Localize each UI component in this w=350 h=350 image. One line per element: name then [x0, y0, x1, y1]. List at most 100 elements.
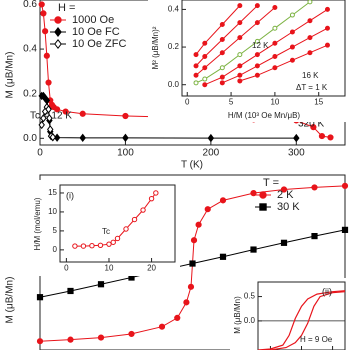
- data-point: [237, 72, 243, 78]
- y-tick-label: 0.2: [23, 88, 37, 99]
- data-point: [42, 28, 49, 35]
- data-point: [272, 25, 278, 31]
- data-point: [122, 133, 129, 143]
- data-point: [79, 133, 86, 143]
- data-point: [40, 114, 47, 123]
- legend-marker: [54, 27, 62, 37]
- data-point: [254, 52, 260, 58]
- data-point: [128, 330, 135, 338]
- data-point: [219, 65, 225, 71]
- data-point: [327, 134, 334, 141]
- legend-label: 2 K: [277, 189, 294, 201]
- data-point: [190, 237, 198, 244]
- y-tick-label: 0.5: [244, 292, 256, 301]
- data-point: [289, 29, 295, 35]
- data-point: [202, 82, 208, 88]
- x-tick-label: 0: [37, 148, 43, 159]
- data-point: [219, 74, 225, 80]
- data-point: [193, 80, 199, 86]
- data-point: [38, 1, 45, 8]
- data-point: [272, 40, 278, 46]
- data-point: [36, 294, 44, 301]
- data-point: [195, 221, 202, 228]
- y-axis-label: M (μB/Mn): [5, 277, 16, 324]
- data-point: [89, 242, 95, 249]
- y-tick-label: 10: [48, 207, 57, 216]
- inset-background: [30, 180, 180, 276]
- data-point: [237, 3, 243, 9]
- data-point: [202, 53, 208, 59]
- data-point: [289, 12, 295, 18]
- data-point: [72, 243, 78, 249]
- data-point: [237, 20, 243, 26]
- x-tick-label: 10: [105, 264, 114, 273]
- y-tick-label: 0: [53, 245, 58, 254]
- legend-label: 10 Oe FC: [72, 26, 120, 38]
- data-point: [280, 186, 288, 193]
- data-point: [202, 40, 208, 46]
- y-axis-label: M (μB/Mn): [5, 52, 16, 99]
- x-tick-label: 10: [270, 98, 279, 107]
- data-line: [204, 8, 328, 86]
- x-tick-label: 0: [185, 98, 190, 107]
- data-point: [40, 10, 47, 17]
- data-point: [202, 65, 208, 71]
- data-point: [250, 190, 257, 197]
- data-point: [250, 246, 257, 253]
- plot-frame: [257, 281, 346, 350]
- data-point: [289, 57, 295, 63]
- data-point: [310, 124, 317, 131]
- data-point: [307, 18, 313, 24]
- data-point: [183, 299, 190, 306]
- data-point: [110, 239, 116, 245]
- plot-frame: [181, 0, 346, 97]
- data-point: [293, 133, 300, 143]
- data-point: [122, 112, 129, 120]
- legend-marker: [54, 16, 62, 24]
- data-point: [131, 216, 138, 223]
- x-tick-label: 300: [288, 148, 305, 159]
- data-point: [324, 42, 330, 48]
- x-tick-label: 15: [314, 98, 323, 107]
- legend-marker: [259, 191, 267, 199]
- data-point: [341, 226, 349, 233]
- y-tick-label: 0.4: [168, 5, 180, 14]
- data-point: [307, 35, 313, 41]
- data-point: [49, 132, 57, 142]
- data-point: [97, 281, 105, 288]
- data-point: [80, 243, 87, 249]
- panel-label: (ii): [322, 286, 332, 296]
- legend-title: T =: [263, 177, 279, 189]
- data-point: [45, 105, 52, 114]
- data-point: [237, 63, 243, 69]
- plot-frame: [59, 184, 176, 263]
- data-point: [45, 79, 52, 86]
- y-tick-label: 15: [48, 188, 57, 197]
- data-point: [219, 197, 227, 204]
- data-point: [207, 133, 215, 143]
- legend-marker: [259, 203, 267, 211]
- data-point: [307, 50, 313, 56]
- panel-label: (i): [66, 190, 74, 200]
- data-point: [67, 336, 74, 343]
- data-point: [324, 25, 330, 31]
- data-point: [219, 21, 225, 27]
- x-axis-label: H/M (10³ Oe Mn/μB): [228, 111, 301, 120]
- y-tick-label: 0.0: [244, 316, 256, 325]
- data-point: [324, 6, 330, 12]
- x-axis-label: T (K): [181, 160, 203, 171]
- data-point: [254, 20, 260, 26]
- y-axis-label: M² (μB/Mn)²: [151, 26, 160, 69]
- data-point: [193, 52, 199, 58]
- data-point: [341, 182, 349, 189]
- data-point: [280, 239, 288, 246]
- x-tick-label: 200: [203, 148, 220, 159]
- data-point: [254, 63, 260, 69]
- x-tick-label: 20: [147, 264, 156, 273]
- data-point: [114, 235, 121, 242]
- x-tick-label: 0: [64, 264, 69, 273]
- data-point: [36, 338, 44, 345]
- data-line: [195, 1, 311, 84]
- data-point: [219, 37, 225, 43]
